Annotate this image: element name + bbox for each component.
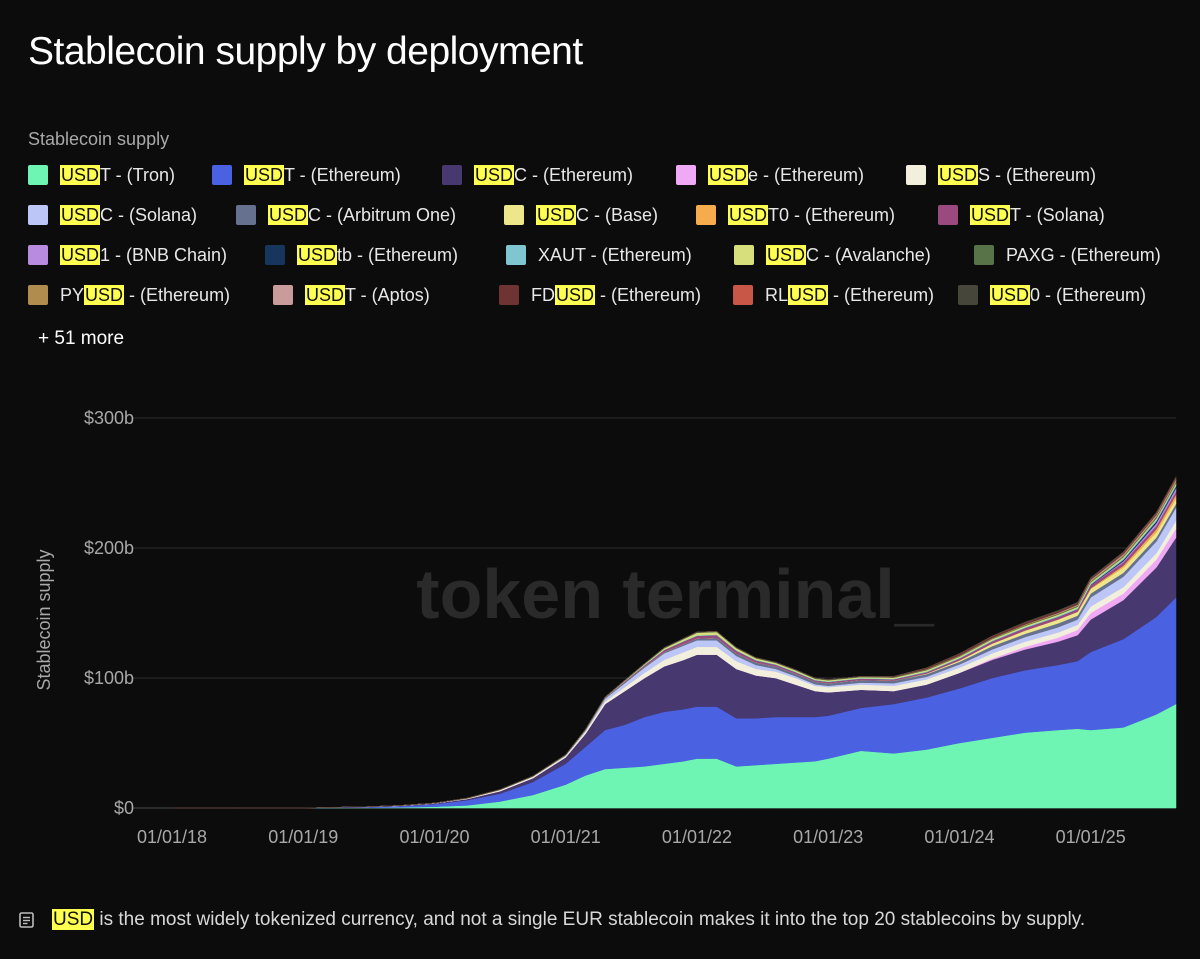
legend-label: USDC - (Ethereum) [474,164,634,185]
legend-item[interactable]: USDC - (Avalanche) [734,242,931,268]
y-tick-label: $0 [114,798,134,818]
legend-label: XAUT - (Ethereum) [538,244,692,265]
legend-item[interactable]: USDtb - (Ethereum) [265,242,458,268]
legend-swatch [938,205,958,225]
legend-label: USDe - (Ethereum) [708,164,865,185]
legend-swatch [506,245,526,265]
legend-item[interactable]: USDT - (Tron) [28,162,175,188]
footer-text: USD is the most widely tokenized currenc… [52,909,1086,930]
legend-label: USDS - (Ethereum) [938,164,1097,185]
legend-swatch [974,245,994,265]
legend-swatch [265,245,285,265]
legend-item[interactable]: USDS - (Ethereum) [906,162,1096,188]
legend-item[interactable]: USDC - (Ethereum) [442,162,633,188]
legend-label: FDUSD - (Ethereum) [531,284,702,305]
legend-item[interactable]: USDe - (Ethereum) [676,162,864,188]
y-axis-label: Stablecoin supply [34,549,54,690]
legend-label: USDT - (Tron) [60,164,176,185]
chart-legend: USDT - (Tron) USDT - (Ethereum) USDC - (Et… [28,162,1200,312]
legend-swatch [28,285,48,305]
legend-swatch [28,205,48,225]
note-icon [19,912,34,928]
legend-swatch [273,285,293,305]
legend-label: USDC - (Base) [536,204,659,225]
legend-label: USDT0 - (Ethereum) [728,204,896,225]
legend-label: RLUSD - (Ethereum) [765,284,935,305]
legend-swatch [906,165,926,185]
legend-item[interactable]: USDC - (Base) [504,202,658,228]
legend-swatch [236,205,256,225]
legend-item[interactable]: USD1 - (BNB Chain) [28,242,227,268]
legend-more-button[interactable]: + 51 more [38,328,125,349]
legend-label: USD1 - (BNB Chain) [60,244,228,265]
chart-watermark: token terminal_ [416,555,934,633]
x-tick-label: 01/01/20 [399,827,469,847]
legend-item[interactable]: RLUSD - (Ethereum) [733,282,934,308]
chart-plot: token terminal_ USDT - (Tron)USDT - (Eth… [34,408,1177,847]
legend-swatch [676,165,696,185]
footer-note: USD is the most widely tokenized currenc… [18,909,1085,931]
legend-swatch [734,245,754,265]
x-tick-label: 01/01/24 [924,827,994,847]
legend-swatch [28,245,48,265]
legend-swatch [212,165,232,185]
legend-item[interactable]: USDT0 - (Ethereum) [696,202,895,228]
legend-label: USDT - (Solana) [970,204,1105,225]
legend-item[interactable]: USDT - (Aptos) [273,282,430,308]
legend-label: USDC - (Avalanche) [766,244,931,265]
legend-swatch [442,165,462,185]
legend-swatch [696,205,716,225]
legend-item[interactable]: USDC - (Arbitrum One) [236,202,456,228]
y-tick-label: $200b [84,538,134,558]
y-tick-label: $300b [84,408,134,428]
legend-swatch [958,285,978,305]
x-tick-label: 01/01/21 [531,827,601,847]
y-tick-label: $100b [84,668,134,688]
legend-label: USDT - (Ethereum) [244,164,401,185]
legend-label: USDT - (Aptos) [305,284,430,305]
x-tick-label: 01/01/18 [137,827,207,847]
legend-item[interactable]: PYUSD - (Ethereum) [28,282,230,308]
x-tick-label: 01/01/25 [1056,827,1126,847]
legend-swatch [504,205,524,225]
legend-item[interactable]: USD0 - (Ethereum) [958,282,1146,308]
x-tick-label: 01/01/19 [268,827,338,847]
x-tick-label: 01/01/22 [662,827,732,847]
legend-item[interactable]: USDT - (Ethereum) [212,162,401,188]
legend-item[interactable]: USDC - (Solana) [28,202,197,228]
legend-label: USD0 - (Ethereum) [990,284,1147,305]
legend-swatch [28,165,48,185]
x-tick-label: 01/01/23 [793,827,863,847]
legend-label: PYUSD - (Ethereum) [60,284,231,305]
legend-item[interactable]: USDT - (Solana) [938,202,1105,228]
area-series: USD0 - (Ethereum) [172,476,1177,809]
legend-label: USDtb - (Ethereum) [297,244,459,265]
legend-label: PAXG - (Ethereum) [1006,244,1161,265]
page-title: Stablecoin supply by deployment [28,30,583,73]
legend-label: USDC - (Arbitrum One) [268,204,457,225]
legend-swatch [499,285,519,305]
legend-item[interactable]: PAXG - (Ethereum) [974,242,1161,268]
legend-item[interactable]: XAUT - (Ethereum) [506,242,692,268]
legend-heading: Stablecoin supply [28,129,170,149]
legend-swatch [733,285,753,305]
legend-item[interactable]: FDUSD - (Ethereum) [499,282,701,308]
legend-label: USDC - (Solana) [60,204,198,225]
